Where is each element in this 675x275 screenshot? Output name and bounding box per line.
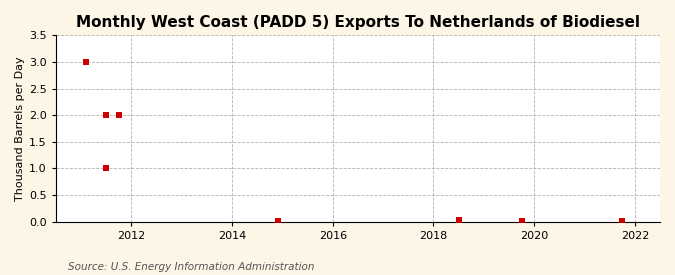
Text: Source: U.S. Energy Information Administration: Source: U.S. Energy Information Administ… <box>68 262 314 272</box>
Point <box>273 219 284 223</box>
Title: Monthly West Coast (PADD 5) Exports To Netherlands of Biodiesel: Monthly West Coast (PADD 5) Exports To N… <box>76 15 640 30</box>
Point <box>81 60 92 64</box>
Point <box>617 219 628 223</box>
Point <box>113 113 124 117</box>
Point <box>453 218 464 222</box>
Point <box>101 166 111 171</box>
Point <box>516 219 527 223</box>
Y-axis label: Thousand Barrels per Day: Thousand Barrels per Day <box>15 56 25 201</box>
Point <box>101 113 111 117</box>
